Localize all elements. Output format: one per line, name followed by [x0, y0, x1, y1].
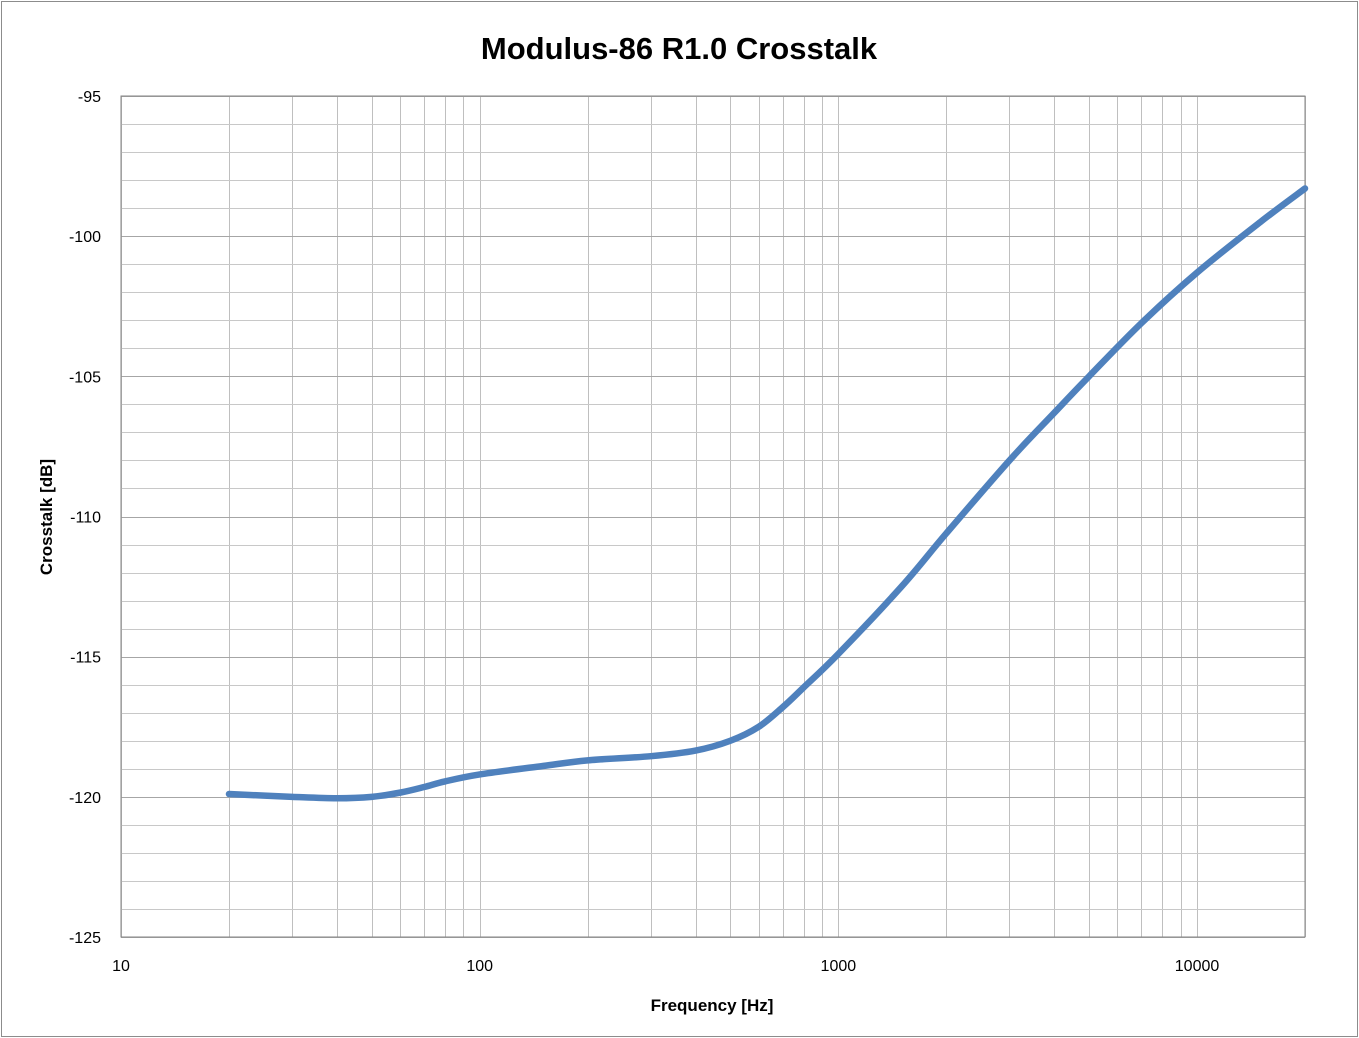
series-lines	[225, 185, 1309, 802]
x-tick-label: 1000	[821, 958, 857, 975]
x-tick-label: 10	[112, 958, 130, 975]
y-tick-label: -110	[70, 510, 101, 527]
y-tick-label: -95	[78, 89, 101, 106]
y-tick-label: -125	[69, 930, 101, 947]
x-axis-label: Frequency [Hz]	[651, 996, 774, 1015]
x-tick-label: 10000	[1175, 958, 1220, 975]
x-tick-label: 100	[466, 958, 493, 975]
y-tick-label: -100	[69, 229, 101, 246]
grid	[121, 96, 1306, 938]
chart-title: Modulus-86 R1.0 Crosstalk	[481, 31, 878, 66]
y-tick-label: -115	[70, 650, 101, 667]
plot-area-border	[120, 95, 1306, 938]
y-tick-label: -105	[69, 369, 101, 386]
y-tick-label: -120	[69, 790, 101, 807]
y-axis-label: Crosstalk [dB]	[37, 459, 56, 575]
crosstalk-series-line	[225, 185, 1309, 802]
tick-labels: 10 100 1000 10000 -95 -100 -105 -110 -115 -120 -12…	[69, 89, 1219, 975]
